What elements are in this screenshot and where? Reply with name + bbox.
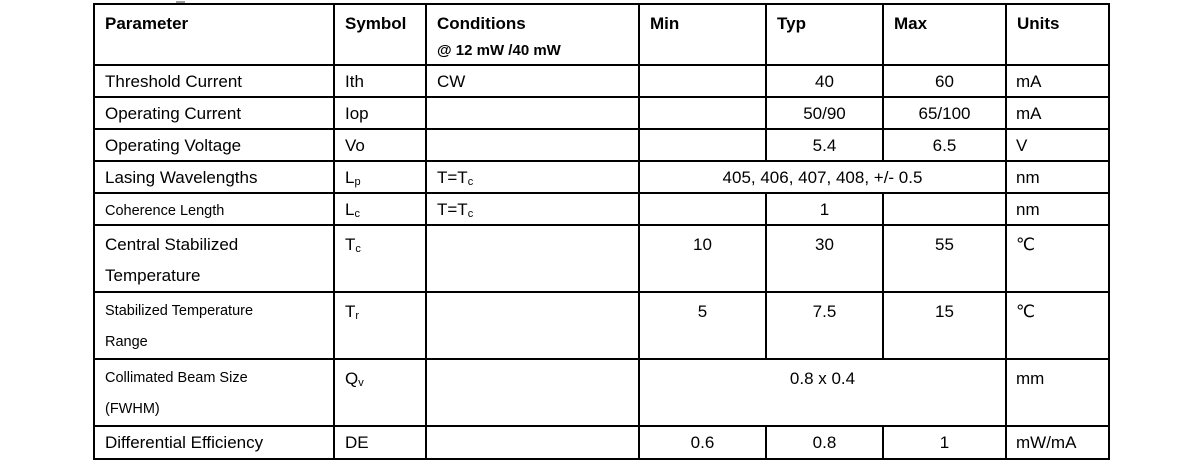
symbol-cell: Tc	[333, 224, 427, 293]
max-cell: 65/100	[882, 96, 1007, 130]
conditions-cell	[425, 96, 640, 130]
conditions-cell	[425, 358, 640, 427]
typ-cell: 0.8	[765, 425, 884, 460]
row-coherence-length: Coherence Length Lc T=Tc 1 nm	[93, 192, 1110, 226]
parameter-cell: Operating Voltage	[93, 128, 335, 162]
max-cell: 60	[882, 64, 1007, 98]
units-cell: mm	[1005, 358, 1110, 427]
row-operating-voltage: Operating Voltage Vo 5.4 6.5 V	[93, 128, 1110, 162]
min-cell	[638, 128, 767, 162]
conditions-cell: CW	[425, 64, 640, 98]
min-cell	[638, 192, 767, 226]
typ-cell: 30	[765, 224, 884, 293]
symbol-cell: Ith	[333, 64, 427, 98]
max-cell	[882, 192, 1007, 226]
min-cell	[638, 96, 767, 130]
parameter-cell: Central Stabilized Temperature	[93, 224, 335, 293]
parameter-cell: Differential Efficiency	[93, 425, 335, 460]
typ-cell: 1	[765, 192, 884, 226]
symbol-cell: Iop	[333, 96, 427, 130]
row-central-stabilized-temperature: Central Stabilized Temperature Tc 10 30 …	[93, 224, 1110, 293]
col-header-typ: Typ	[765, 3, 884, 66]
spec-table: Parameter Symbol Conditions @ 12 mW /40 …	[93, 3, 1110, 460]
parameter-cell: Operating Current	[93, 96, 335, 130]
conditions-cell: T=Tc	[425, 160, 640, 194]
row-operating-current: Operating Current Iop 50/90 65/100 mA	[93, 96, 1110, 130]
col-header-conditions: Conditions @ 12 mW /40 mW	[425, 3, 640, 66]
col-header-max: Max	[882, 3, 1007, 66]
page-edge-artifact	[176, 1, 185, 5]
min-cell: 0.6	[638, 425, 767, 460]
symbol-cell: Lp	[333, 160, 427, 194]
units-cell: V	[1005, 128, 1110, 162]
max-cell: 1	[882, 425, 1007, 460]
units-cell: nm	[1005, 160, 1110, 194]
row-stabilized-temperature-range: Stabilized Temperature Range Tr 5 7.5 15…	[93, 291, 1110, 360]
units-cell: nm	[1005, 192, 1110, 226]
conditions-power-note: @ 12 mW /40 mW	[437, 42, 561, 59]
symbol-cell: Qv	[333, 358, 427, 427]
typ-cell: 50/90	[765, 96, 884, 130]
symbol-cell: DE	[333, 425, 427, 460]
col-header-min: Min	[638, 3, 767, 66]
symbol-cell: Tr	[333, 291, 427, 360]
typ-cell: 5.4	[765, 128, 884, 162]
max-cell: 6.5	[882, 128, 1007, 162]
units-cell: ℃	[1005, 224, 1110, 293]
parameter-cell: Coherence Length	[93, 192, 335, 226]
max-cell: 55	[882, 224, 1007, 293]
units-cell: mA	[1005, 96, 1110, 130]
row-threshold-current: Threshold Current Ith CW 40 60 mA	[93, 64, 1110, 98]
parameter-cell: Threshold Current	[93, 64, 335, 98]
header-row: Parameter Symbol Conditions @ 12 mW /40 …	[93, 3, 1110, 66]
col-header-units: Units	[1005, 3, 1110, 66]
conditions-cell	[425, 128, 640, 162]
min-cell: 5	[638, 291, 767, 360]
parameter-cell: Collimated Beam Size (FWHM)	[93, 358, 335, 427]
spec-table-container: Parameter Symbol Conditions @ 12 mW /40 …	[93, 3, 1110, 460]
conditions-cell	[425, 425, 640, 460]
min-cell: 10	[638, 224, 767, 293]
symbol-cell: Lc	[333, 192, 427, 226]
parameter-cell: Lasing Wavelengths	[93, 160, 335, 194]
conditions-cell	[425, 291, 640, 360]
typ-cell: 40	[765, 64, 884, 98]
min-cell	[638, 64, 767, 98]
typ-cell: 7.5	[765, 291, 884, 360]
row-collimated-beam-size: Collimated Beam Size (FWHM) Qv 0.8 x 0.4…	[93, 358, 1110, 427]
row-lasing-wavelengths: Lasing Wavelengths Lp T=Tc 405, 406, 407…	[93, 160, 1110, 194]
col-header-parameter: Parameter	[93, 3, 335, 66]
row-differential-efficiency: Differential Efficiency DE 0.6 0.8 1 mW/…	[93, 425, 1110, 460]
min-typ-max-merged-cell: 0.8 x 0.4	[638, 358, 1007, 427]
conditions-cell	[425, 224, 640, 293]
units-cell: mW/mA	[1005, 425, 1110, 460]
conditions-cell: T=Tc	[425, 192, 640, 226]
min-typ-max-merged-cell: 405, 406, 407, 408, +/- 0.5	[638, 160, 1007, 194]
symbol-cell: Vo	[333, 128, 427, 162]
units-cell: ℃	[1005, 291, 1110, 360]
max-cell: 15	[882, 291, 1007, 360]
col-header-symbol: Symbol	[333, 3, 427, 66]
units-cell: mA	[1005, 64, 1110, 98]
parameter-cell: Stabilized Temperature Range	[93, 291, 335, 360]
